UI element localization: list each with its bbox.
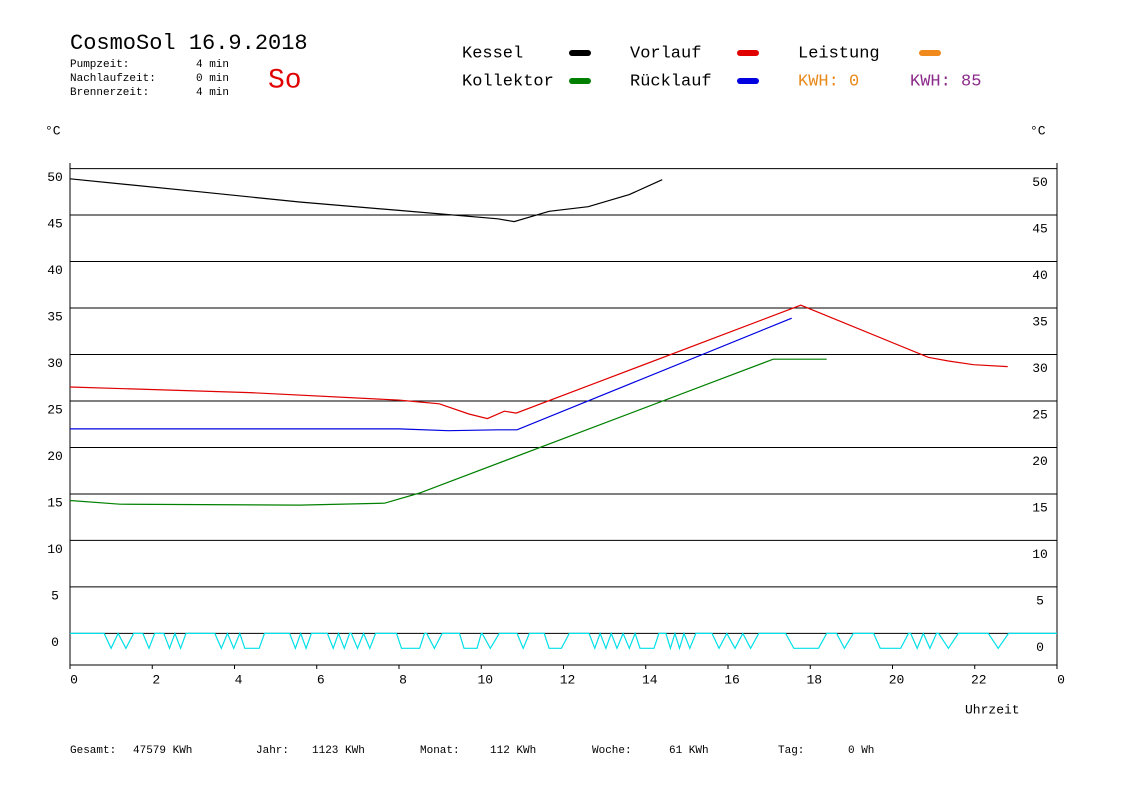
y-tick-label: 25 xyxy=(47,402,63,417)
x-tick-label: 10 xyxy=(477,672,493,687)
y2-tick-label: 40 xyxy=(1032,268,1048,283)
legend-label: Leistung xyxy=(798,44,880,63)
y-tick-label: 10 xyxy=(47,542,63,557)
series-line xyxy=(69,304,1008,420)
total-value: 112 KWh xyxy=(490,745,536,757)
y2-tick-label: 15 xyxy=(1032,500,1048,515)
y-tick-label: 0 xyxy=(51,635,59,650)
weekday: So xyxy=(268,65,302,96)
series-line xyxy=(69,178,663,223)
y2-tick-label: 35 xyxy=(1032,314,1048,329)
y2-tick-label: 30 xyxy=(1032,361,1048,376)
x-tick-label: 22 xyxy=(971,672,987,687)
y-tick-label: 15 xyxy=(47,495,63,510)
kwh-label: KWH: 85 xyxy=(910,72,981,91)
x-tick-label: 20 xyxy=(889,672,905,687)
y2-tick-label: 5 xyxy=(1036,593,1044,608)
total-value: 1123 KWh xyxy=(312,745,365,757)
y-tick-label: 5 xyxy=(51,588,59,603)
y2-tick-label: 0 xyxy=(1036,640,1044,655)
kwh-label: KWH: 0 xyxy=(798,72,859,91)
y-tick-label: 30 xyxy=(47,356,63,371)
y-tick-label: 50 xyxy=(47,170,63,185)
total-label: Woche: xyxy=(592,745,632,757)
x-tick-label: 12 xyxy=(560,672,576,687)
y2-tick-label: 10 xyxy=(1032,547,1048,562)
series-line xyxy=(69,358,827,506)
y-axis-label: °C xyxy=(45,123,61,138)
legend-label: Kessel xyxy=(462,44,523,63)
legend-label: Rücklauf xyxy=(630,72,712,91)
y2-tick-label: 45 xyxy=(1032,221,1048,236)
x-tick-label: 0 xyxy=(1057,672,1065,687)
legend-label: Kollektor xyxy=(462,72,554,91)
y-tick-label: 40 xyxy=(47,263,63,278)
info-label: Nachlaufzeit: xyxy=(70,73,156,85)
total-label: Monat: xyxy=(420,745,460,757)
chart-title: CosmoSol 16.9.2018 xyxy=(70,31,308,56)
total-label: Gesamt: xyxy=(70,745,116,757)
y2-tick-label: 50 xyxy=(1032,175,1048,190)
x-tick-label: 6 xyxy=(317,672,325,687)
y2-axis-label: °C xyxy=(1030,123,1046,138)
series-line xyxy=(70,631,1057,651)
total-value: 61 KWh xyxy=(669,745,709,757)
info-value: 0 min xyxy=(196,73,229,85)
y-tick-label: 35 xyxy=(47,309,63,324)
x-tick-label: 8 xyxy=(399,672,407,687)
x-tick-label: 16 xyxy=(724,672,740,687)
info-label: Pumpzeit: xyxy=(70,59,129,71)
x-tick-label: 0 xyxy=(70,672,78,687)
x-axis-label: Uhrzeit xyxy=(965,702,1020,717)
total-value: 47579 KWh xyxy=(133,745,192,757)
total-label: Jahr: xyxy=(256,745,289,757)
x-tick-label: 2 xyxy=(152,672,160,687)
total-value: 0 Wh xyxy=(848,745,874,757)
x-tick-label: 18 xyxy=(806,672,822,687)
y-tick-label: 20 xyxy=(47,449,63,464)
info-label: Brennerzeit: xyxy=(70,87,149,99)
info-value: 4 min xyxy=(196,59,229,71)
series-line xyxy=(70,317,792,432)
info-value: 4 min xyxy=(196,87,229,99)
total-label: Tag: xyxy=(778,745,804,757)
y2-tick-label: 25 xyxy=(1032,407,1048,422)
legend-label: Vorlauf xyxy=(630,44,701,63)
x-tick-label: 4 xyxy=(235,672,243,687)
x-tick-label: 14 xyxy=(642,672,658,687)
y2-tick-label: 20 xyxy=(1032,454,1048,469)
y-tick-label: 45 xyxy=(47,216,63,231)
